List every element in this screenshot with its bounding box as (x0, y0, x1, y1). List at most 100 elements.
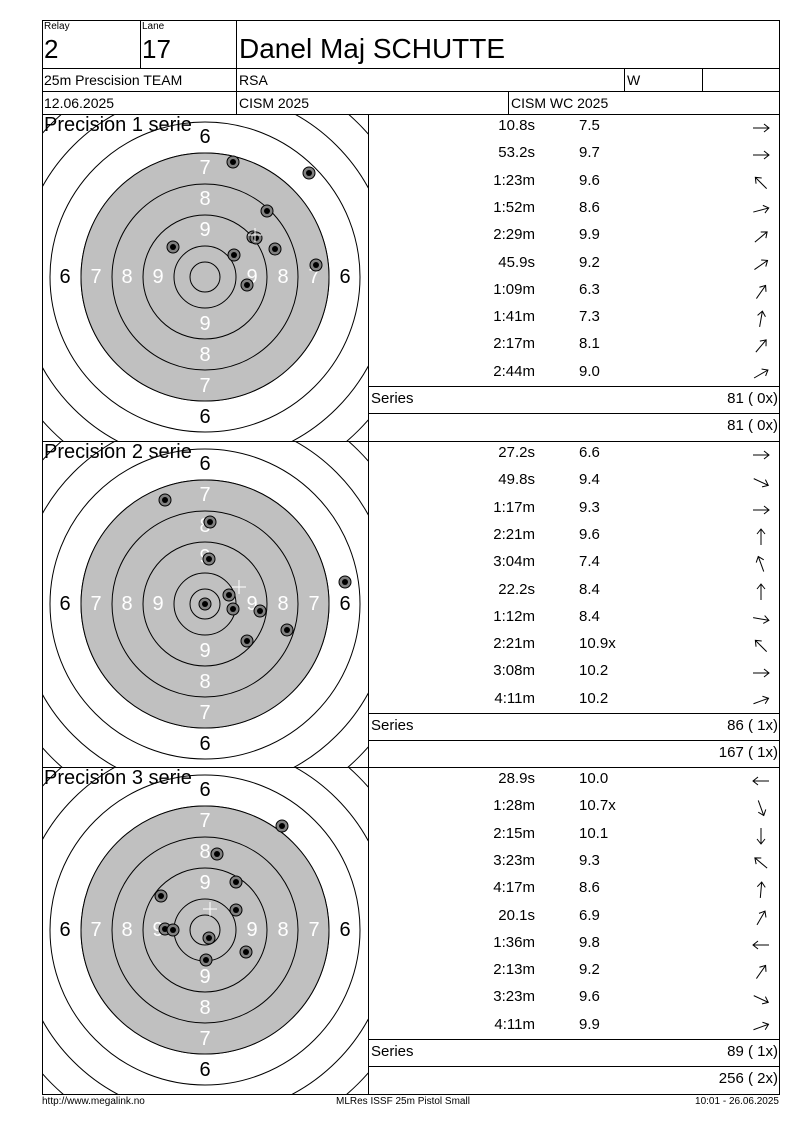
shot-score: 9.3 (579, 498, 600, 516)
shot-time: 3:04m (493, 553, 535, 571)
shot-row: 2:44m 9.0 (369, 363, 779, 390)
shot-row: 2:21m 9.6 (369, 526, 779, 553)
cumulative-total: 167 ( 1x) (718, 744, 778, 761)
ring-number: 9 (246, 919, 257, 941)
shot-time: 45.9s (498, 253, 535, 271)
shot-impact-center (231, 252, 237, 258)
ring-number: 7 (90, 266, 101, 288)
footer-software: MLRes ISSF 25m Pistol Small (336, 1096, 470, 1107)
shot-impact-center (162, 497, 168, 503)
shot-impact-center (243, 949, 249, 955)
shot-impact-center (244, 638, 250, 644)
ring-number: 7 (199, 375, 210, 397)
shot-impact-center (203, 957, 209, 963)
shot-time: 53.2s (498, 144, 535, 162)
ring-number: 7 (90, 919, 101, 941)
direction-arrow-icon (756, 582, 766, 600)
shot-time: 1:41m (493, 308, 535, 326)
direction-arrow-icon (753, 615, 770, 624)
shot-impact-center (230, 606, 236, 612)
ring-number: 6 (199, 733, 210, 755)
ring-7 (111, 510, 299, 698)
direction-arrow-icon (754, 231, 768, 243)
series-summary: Series 86 ( 1x) 167 ( 1x) (369, 713, 780, 768)
shot-impact-center (206, 935, 212, 941)
ring-8 (142, 214, 268, 340)
ring-number: 6 (339, 593, 350, 615)
shot-score: 9.3 (579, 851, 600, 869)
shot-impact-center (253, 235, 259, 241)
shot-impact-center (170, 927, 176, 933)
footer-url[interactable]: http://www.megalink.no (42, 1096, 145, 1107)
shot-score: 10.7x (579, 797, 616, 815)
shot-score: 9.6 (579, 171, 600, 189)
shot-time: 20.1s (498, 906, 535, 924)
shot-impact-center (233, 907, 239, 913)
shot-score: 7.4 (579, 553, 600, 571)
shot-score: 7.5 (579, 117, 600, 134)
shot-row: 1:36m 9.8 (369, 934, 779, 961)
direction-arrow-icon (752, 776, 769, 786)
shot-time: 4:11m (494, 1015, 535, 1033)
shot-impact-center (257, 608, 263, 614)
shot-row: 1:09m 6.3 (369, 281, 779, 308)
shot-row: 53.2s 9.7 (369, 144, 779, 171)
ring-number: 9 (152, 919, 163, 941)
shot-time: 1:23m (493, 171, 535, 189)
shot-row: 1:23m 9.6 (369, 172, 779, 199)
shot-score: 8.6 (579, 198, 600, 216)
event-name: 25m Prescision TEAM (44, 72, 183, 88)
competition: CISM 2025 (239, 95, 310, 111)
series-label: Series (371, 717, 414, 734)
shot-impact-center (279, 823, 285, 829)
shot-time: 2:13m (493, 961, 535, 979)
shot-score: 8.4 (579, 580, 600, 598)
shot-row: 10.8s 7.5 (369, 117, 779, 144)
shot-impact-center (170, 244, 176, 250)
ring-number: 9 (246, 593, 257, 615)
shot-score: 9.0 (579, 362, 600, 380)
shot-score: 8.1 (579, 335, 600, 353)
shot-row: 27.2s 6.6 (369, 444, 779, 471)
series-total: 81 ( 0x) (727, 390, 778, 407)
shot-time: 3:23m (493, 988, 535, 1006)
shot-time: 1:17m (493, 498, 535, 516)
shot-score: 9.6 (579, 525, 600, 543)
shot-time: 4:17m (493, 879, 535, 897)
ring-number: 9 (246, 266, 257, 288)
ring-number: 6 (339, 266, 350, 288)
shot-row: 1:12m 8.4 (369, 608, 779, 635)
series-label: Series (371, 390, 414, 407)
shot-time: 3:08m (493, 662, 535, 680)
shot-score: 6.6 (579, 444, 600, 461)
shot-score: 6.3 (579, 280, 600, 298)
ring-number: 7 (308, 593, 319, 615)
series-title: Precision 1 serie (44, 114, 192, 136)
ring-number: 6 (199, 126, 210, 148)
shot-row: 1:17m 9.3 (369, 499, 779, 526)
shot-time: 27.2s (498, 444, 535, 461)
shot-row: 3:23m 9.3 (369, 852, 779, 879)
shot-impact-center (313, 262, 319, 268)
series-total: 86 ( 1x) (727, 717, 778, 734)
ring-number: 7 (199, 1028, 210, 1050)
ring-number: 7 (199, 702, 210, 724)
direction-arrow-icon (753, 505, 770, 514)
shot-impact-center (233, 879, 239, 885)
shot-row: 1:52m 8.6 (369, 199, 779, 226)
direction-arrow-icon (757, 800, 767, 817)
ring-number: 7 (199, 157, 210, 179)
relay-label: Relay (44, 21, 70, 32)
ring-number: 8 (199, 671, 210, 693)
nation: RSA (239, 72, 268, 88)
shooter-name: Danel Maj SCHUTTE (239, 33, 506, 64)
direction-arrow-icon (754, 259, 769, 270)
shot-impact-center (306, 170, 312, 176)
direction-arrow-icon (753, 1021, 770, 1030)
ring-9 (173, 245, 237, 309)
shot-row: 2:15m 10.1 (369, 825, 779, 852)
shot-score: 9.9 (579, 1015, 600, 1033)
shot-row: 4:17m 8.6 (369, 879, 779, 906)
shot-impact-center (230, 159, 236, 165)
